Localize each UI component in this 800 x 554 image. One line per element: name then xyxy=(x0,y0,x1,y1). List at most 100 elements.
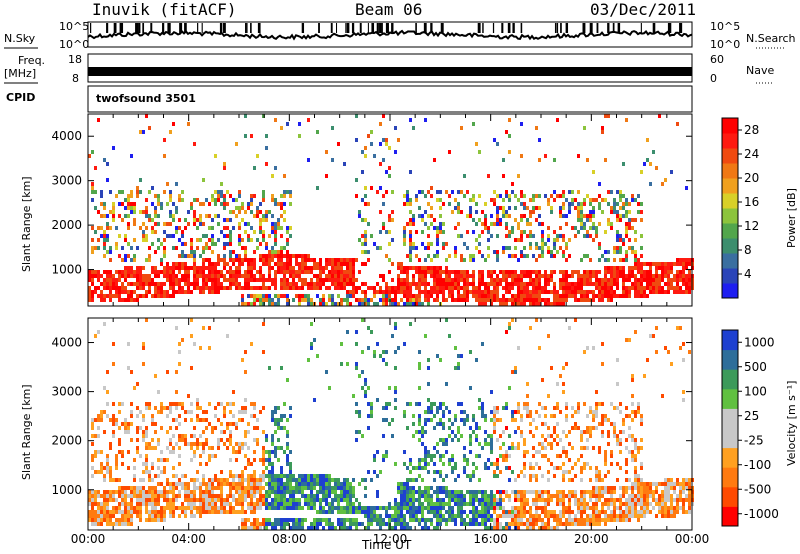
data-cell xyxy=(307,294,310,298)
data-cell xyxy=(166,202,169,206)
data-cell xyxy=(625,294,628,298)
data-cell xyxy=(250,302,253,306)
data-cell xyxy=(601,198,604,202)
data-cell xyxy=(523,502,526,506)
data-cell xyxy=(214,214,217,218)
data-cell xyxy=(160,450,163,454)
data-cell xyxy=(127,274,130,278)
data-cell xyxy=(115,510,118,514)
data-cell xyxy=(409,246,412,250)
data-cell xyxy=(160,482,163,486)
data-cell xyxy=(346,262,349,266)
data-cell xyxy=(238,194,241,198)
data-cell xyxy=(250,226,253,230)
data-cell xyxy=(502,206,505,210)
data-cell xyxy=(343,526,346,530)
data-cell xyxy=(238,502,241,506)
data-cell xyxy=(265,298,268,302)
data-cell xyxy=(181,474,184,478)
data-cell xyxy=(550,414,553,418)
data-cell xyxy=(136,450,139,454)
data-cell xyxy=(349,290,352,294)
data-cell xyxy=(517,258,520,262)
data-cell xyxy=(433,462,436,466)
data-cell xyxy=(514,490,517,494)
data-cell xyxy=(676,286,679,290)
data-cell xyxy=(250,486,253,490)
data-cell xyxy=(202,250,205,254)
data-cell xyxy=(349,498,352,502)
data-cell xyxy=(142,494,145,498)
data-cell xyxy=(274,418,277,422)
data-cell xyxy=(280,470,283,474)
data-cell xyxy=(616,278,619,282)
data-cell xyxy=(364,202,367,206)
data-cell xyxy=(256,442,259,446)
data-cell xyxy=(148,474,151,478)
data-cell xyxy=(319,482,322,486)
data-cell xyxy=(664,266,667,270)
data-cell xyxy=(553,290,556,294)
data-cell xyxy=(505,286,508,290)
data-cell xyxy=(331,486,334,490)
data-cell xyxy=(421,526,424,530)
data-cell xyxy=(553,526,556,530)
data-cell xyxy=(295,262,298,266)
data-cell xyxy=(472,278,475,282)
data-cell xyxy=(256,238,259,242)
data-cell xyxy=(247,274,250,278)
data-cell xyxy=(220,270,223,274)
data-cell xyxy=(115,278,118,282)
data-cell xyxy=(253,250,256,254)
data-cell xyxy=(157,510,160,514)
data-cell xyxy=(436,198,439,202)
data-cell xyxy=(253,506,256,510)
data-cell xyxy=(127,290,130,294)
data-cell xyxy=(532,290,535,294)
data-cell xyxy=(505,454,508,458)
data-cell xyxy=(226,202,229,206)
data-cell xyxy=(298,294,301,298)
data-cell xyxy=(250,462,253,466)
data-cell xyxy=(277,422,280,426)
data-cell xyxy=(166,414,169,418)
data-cell xyxy=(457,366,460,370)
data-cell xyxy=(280,494,283,498)
data-cell xyxy=(604,230,607,234)
data-cell xyxy=(295,522,298,526)
data-cell xyxy=(400,514,403,518)
data-cell xyxy=(265,466,268,470)
data-cell xyxy=(199,510,202,514)
data-cell xyxy=(91,502,94,506)
data-cell xyxy=(370,522,373,526)
data-cell xyxy=(253,230,256,234)
data-cell xyxy=(295,502,298,506)
data-cell xyxy=(103,494,106,498)
data-cell xyxy=(310,286,313,290)
data-cell xyxy=(103,498,106,502)
data-cell xyxy=(349,294,352,298)
data-cell xyxy=(280,266,283,270)
data-cell xyxy=(184,226,187,230)
data-cell xyxy=(133,258,136,262)
data-cell xyxy=(151,294,154,298)
data-cell xyxy=(475,290,478,294)
data-cell xyxy=(178,254,181,258)
data-cell xyxy=(373,294,376,298)
data-cell xyxy=(355,522,358,526)
data-cell xyxy=(565,418,568,422)
data-cell xyxy=(286,242,289,246)
data-cell xyxy=(274,482,277,486)
data-cell xyxy=(304,266,307,270)
data-cell xyxy=(484,202,487,206)
colorbar-segment xyxy=(722,118,738,134)
data-cell xyxy=(478,286,481,290)
data-cell xyxy=(433,426,436,430)
data-cell xyxy=(409,218,412,222)
data-cell xyxy=(436,282,439,286)
data-cell xyxy=(496,210,499,214)
data-cell xyxy=(442,202,445,206)
data-cell xyxy=(502,406,505,410)
data-cell xyxy=(226,234,229,238)
data-cell xyxy=(277,506,280,510)
